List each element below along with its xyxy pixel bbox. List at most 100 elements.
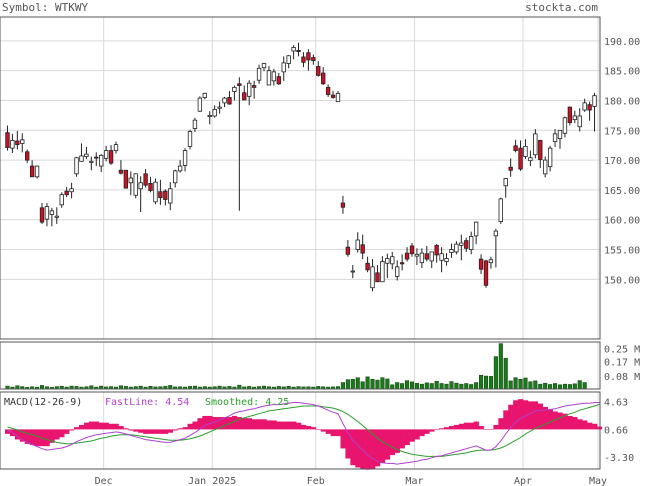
candle	[543, 156, 548, 178]
candle	[227, 90, 232, 105]
macd-histogram-bar	[350, 429, 356, 466]
candle-body	[464, 240, 469, 249]
date-tick-label: Dec	[95, 476, 113, 486]
candle	[177, 160, 183, 173]
candle	[454, 241, 459, 255]
macd-histogram-bar	[375, 429, 381, 467]
macd-histogram-bar	[222, 417, 228, 430]
macd-histogram-bar	[567, 415, 573, 430]
candles	[5, 42, 597, 292]
candle-body	[49, 210, 55, 215]
candle	[469, 231, 474, 255]
candle-body	[5, 132, 10, 148]
candle-body	[138, 182, 143, 190]
price-tick-label: 170.00	[604, 156, 640, 167]
candle-body	[562, 117, 568, 134]
volume-tick-label: 0.25 M	[604, 344, 640, 355]
volume-bar	[469, 384, 474, 390]
site-label: stockta.com	[525, 1, 598, 14]
volume-bar	[409, 381, 415, 390]
candle	[350, 265, 355, 279]
macd-histogram-bar	[182, 427, 188, 430]
macd-histogram-bar	[513, 400, 519, 430]
candle-body	[543, 159, 548, 175]
volume-bar	[375, 379, 380, 390]
volume-bar	[370, 379, 375, 390]
candle-body	[286, 55, 291, 64]
volume-bar	[414, 383, 419, 390]
macd-fast-line	[7, 402, 600, 465]
price-tick-label: 160.00	[604, 216, 640, 227]
macd-histogram-bar	[572, 417, 578, 430]
candle	[15, 130, 20, 150]
volume-bar	[498, 343, 503, 390]
macd-histogram-bar	[207, 415, 213, 430]
macd-axis-labels: 4.63 0.66 -3.30	[604, 398, 634, 465]
candle-body	[350, 270, 355, 273]
candle	[538, 139, 543, 168]
macd-histogram-bar	[463, 422, 470, 430]
macd-histogram-bar	[108, 423, 114, 430]
macd-histogram-bar	[83, 422, 90, 430]
macd-tick-label: -3.30	[604, 453, 634, 464]
macd-histogram-bar	[399, 429, 405, 449]
macd-histogram-bar	[133, 429, 139, 432]
candle	[276, 73, 281, 85]
candle	[296, 42, 301, 57]
candle	[29, 160, 35, 178]
candle-body	[59, 194, 64, 206]
candle-body	[69, 188, 74, 193]
candle	[414, 248, 420, 266]
candle	[118, 160, 124, 175]
volume-bar	[483, 375, 489, 390]
candle-body	[518, 147, 523, 170]
volume-bar	[39, 385, 45, 390]
candle-body	[538, 140, 543, 160]
macd-histogram-bar	[518, 399, 524, 430]
candle	[330, 90, 336, 99]
candle-body	[192, 119, 198, 129]
macd-histogram-bar	[187, 423, 193, 430]
macd-histogram-bar	[587, 422, 593, 430]
macd-histogram-bar	[286, 421, 292, 430]
macd-histogram-bar	[217, 417, 223, 430]
candle-body	[316, 66, 321, 76]
candle-body	[197, 97, 203, 112]
date-axis-labels: Dec Jan 2025 Feb Mar Apr May	[95, 476, 607, 486]
candle-body	[128, 177, 133, 184]
candle	[395, 260, 400, 281]
volume-bar	[449, 381, 454, 390]
candle	[10, 133, 15, 153]
candle-body	[493, 230, 499, 237]
candle	[508, 158, 513, 177]
candle	[365, 256, 370, 273]
candle-body	[242, 92, 247, 101]
candle-body	[148, 182, 153, 191]
macd-histogram-bar	[19, 429, 26, 442]
candle-body	[25, 151, 30, 161]
candle	[325, 84, 331, 97]
candle	[572, 110, 577, 124]
candle	[20, 133, 25, 153]
macd-histogram-bar	[172, 429, 178, 431]
candle	[261, 62, 267, 72]
candle-body	[473, 221, 479, 237]
candle	[271, 68, 277, 86]
candle	[99, 154, 104, 173]
candle	[390, 251, 395, 270]
candle	[459, 234, 464, 261]
macd-histogram-bar	[562, 413, 568, 430]
candle	[404, 247, 410, 262]
candle	[286, 55, 291, 69]
candle	[148, 176, 153, 193]
candle	[123, 169, 129, 189]
macd-histogram-bar	[310, 427, 317, 430]
candle	[59, 192, 64, 208]
macd-histogram-bar	[582, 420, 588, 430]
candle	[547, 145, 553, 172]
price-tick-label: 185.00	[604, 67, 640, 78]
candle	[321, 67, 326, 85]
volume-bar	[513, 377, 518, 390]
candle	[266, 65, 272, 86]
